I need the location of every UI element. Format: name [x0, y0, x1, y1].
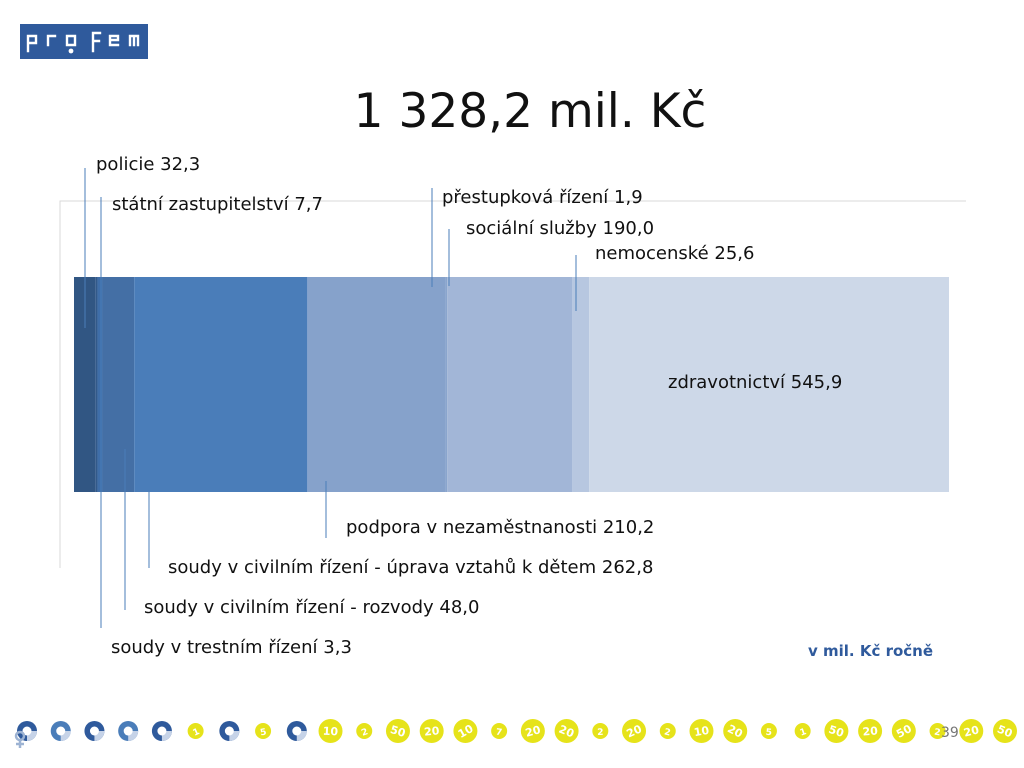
number-badge-icon: 20	[554, 719, 579, 743]
data-label-6: podpora v nezaměstnanosti 210,2	[346, 517, 654, 538]
footer-decoration: 1 5 10 2 50 20 10 7 20 20 2 20 2 10 20 5 1 50 20 50 2 20 50	[14, 719, 1017, 748]
data-label-7: přestupková řízení 1,9	[442, 187, 643, 208]
profem-logo	[20, 24, 148, 59]
bar-segment-10	[589, 277, 949, 492]
svg-text:20: 20	[962, 723, 980, 739]
pie-circle-icon	[50, 721, 71, 741]
number-badge-icon: 10	[689, 719, 714, 743]
svg-text:20: 20	[423, 724, 440, 739]
number-badge-icon: 5	[255, 723, 272, 739]
female-symbol-icon	[14, 730, 26, 748]
svg-text:50: 50	[827, 723, 846, 740]
svg-text:20: 20	[725, 722, 745, 741]
svg-text:2: 2	[360, 727, 369, 739]
svg-text:2: 2	[597, 728, 603, 738]
bar-segment-1	[74, 277, 96, 492]
number-badge-icon: 2	[592, 723, 609, 739]
number-badge-icon: 20	[622, 719, 647, 743]
pie-circle-icon	[84, 721, 105, 741]
bar-segment-3	[97, 277, 103, 492]
number-badge-icon: 2	[659, 723, 676, 739]
number-badge-icon: 20	[959, 719, 984, 743]
svg-text:5: 5	[765, 728, 772, 738]
number-badge-icon: 50	[891, 719, 916, 743]
data-label-5: soudy v civilním řízení - úprava vztahů …	[168, 557, 653, 578]
number-badge-icon: 2	[929, 723, 946, 739]
svg-text:1: 1	[192, 727, 202, 739]
page-number: 39	[941, 725, 959, 741]
svg-text:50: 50	[995, 722, 1014, 740]
number-badge-icon: 10	[318, 719, 343, 743]
page-title: 1 328,2 mil. Kč	[353, 84, 707, 139]
bar-segment-9	[572, 277, 590, 492]
svg-text:20: 20	[862, 724, 879, 738]
chart-plot-frame	[59, 200, 966, 568]
svg-text:50: 50	[389, 723, 408, 740]
svg-text:7: 7	[495, 728, 503, 739]
data-label-10: zdravotnictví 545,9	[668, 372, 842, 393]
svg-text:2: 2	[663, 727, 671, 738]
bar-segment-6	[307, 277, 446, 492]
bar-segment-8	[447, 277, 573, 492]
svg-text:2: 2	[933, 728, 941, 739]
bar-segment-7	[445, 277, 448, 492]
number-badge-icon: 20	[858, 719, 883, 743]
data-label-1: policie 32,3	[96, 154, 200, 175]
number-badge-icon: 20	[520, 719, 545, 743]
number-badge-icon: 50	[824, 719, 849, 743]
data-label-2: soudy v trestním řízení 3,3	[111, 637, 352, 658]
svg-text:50: 50	[894, 722, 914, 741]
number-badge-icon: 10	[453, 719, 478, 743]
pie-circle-icon	[17, 721, 37, 741]
svg-text:1: 1	[799, 727, 808, 738]
data-label-8: sociální služby 190,0	[466, 218, 654, 239]
number-badge-icon: 1	[794, 723, 811, 739]
number-badge-icon: 7	[491, 723, 508, 739]
bar-segment-2	[95, 277, 98, 492]
number-badge-icon: 5	[760, 723, 777, 739]
data-label-4: soudy v civilním řízení - rozvody 48,0	[144, 597, 479, 618]
callouts: policie 32,3 soudy v trestním řízení 3,3 s…	[84, 154, 842, 658]
bar-segments	[74, 277, 949, 492]
unit-note: v mil. Kč ročně	[808, 642, 934, 660]
svg-text:20: 20	[625, 722, 645, 740]
number-badge-icon: 20	[419, 719, 444, 743]
number-badge-icon: 20	[723, 719, 748, 743]
pie-circle-icon	[219, 721, 240, 741]
svg-text:20: 20	[557, 723, 576, 741]
number-badge-icon: 50	[385, 719, 410, 743]
number-badge-icon: 1	[187, 723, 204, 739]
data-label-3: státní zastupitelství 7,7	[112, 194, 323, 215]
bar-segment-5	[134, 277, 308, 492]
bar-segment-4	[102, 277, 135, 492]
svg-text:10: 10	[323, 725, 339, 739]
stacked-bar-chart: policie 32,3 soudy v trestním řízení 3,3 s…	[59, 154, 966, 658]
number-badge-icon: 2	[356, 723, 373, 739]
pie-circle-icon	[151, 721, 172, 741]
data-label-9: nemocenské 25,6	[595, 243, 754, 264]
svg-text:5: 5	[259, 727, 267, 738]
svg-text:20: 20	[524, 723, 542, 740]
svg-text:10: 10	[693, 724, 711, 740]
number-badge-icon: 50	[993, 719, 1017, 743]
pie-circle-icon	[286, 721, 307, 741]
pie-circle-icon	[118, 721, 139, 741]
